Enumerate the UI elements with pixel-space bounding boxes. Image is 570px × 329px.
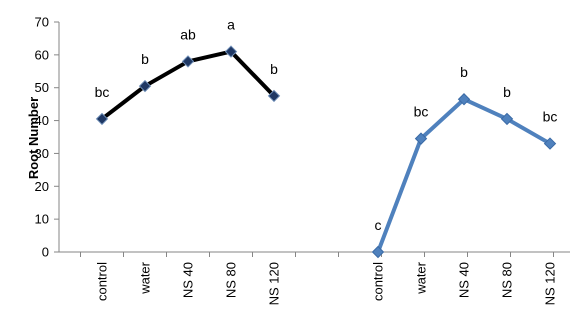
series-layer [95,45,557,259]
y-axis-title: Root Number [26,97,41,179]
y-tick-label: 50 [35,80,49,95]
x-category-label: control [95,262,110,301]
y-tick-label: 40 [35,113,49,128]
x-category-label: NS 40 [457,262,472,298]
series-2-point [543,137,557,150]
significance-label: a [227,17,235,33]
y-tick-label: 0 [42,245,49,260]
series-1-point [138,79,152,93]
significance-label: b [141,51,149,67]
significance-label: b [503,84,511,100]
y-tick-label: 10 [35,212,49,227]
significance-label: bc [414,104,429,120]
y-tick-label: 70 [35,15,49,30]
series-2-line [376,97,551,253]
series-1-point [181,55,195,68]
x-category-label: NS 40 [181,262,196,298]
significance-label: c [375,217,382,233]
x-category-label: NS 80 [224,262,239,298]
significance-label: b [270,61,278,77]
x-category-label: water [138,261,153,294]
y-tick-label: 60 [35,47,49,62]
y-tick-label: 20 [35,179,49,194]
axes: 0 10 20 30 40 50 60 70 control water NS 40 NS 80 NS … [35,15,570,305]
series-1-point [267,89,281,103]
y-tick-label: 30 [35,146,49,161]
x-category-label: water [414,261,429,294]
series-2-point [371,245,385,259]
significance-label: bc [95,84,110,100]
significance-label: b [460,64,468,80]
x-category-label: control [371,262,386,301]
series-1-point [95,112,109,126]
series-2-point [414,132,428,145]
significance-label: bc [543,109,558,125]
series-2-point [457,93,471,106]
series-2-point [500,112,514,126]
significance-label: ab [180,26,196,42]
x-category-label: NS 120 [267,262,282,305]
x-category-label: NS 120 [543,262,558,305]
x-category-label: NS 80 [500,262,515,298]
series-1-point [224,45,238,58]
